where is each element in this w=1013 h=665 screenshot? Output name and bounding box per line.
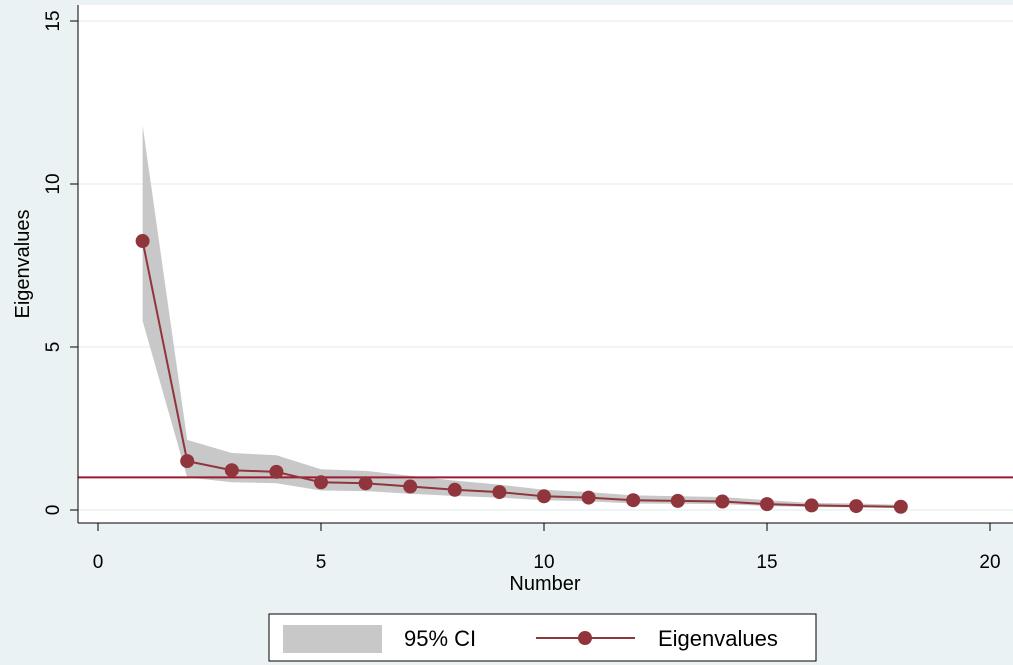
x-tick-label-1: 5: [316, 552, 327, 573]
eigenvalue-point-2: [180, 454, 195, 469]
legend-eigen-marker: [578, 631, 592, 645]
legend-eigen-label: Eigenvalues: [658, 626, 778, 651]
eigenvalue-point-18: [893, 499, 908, 514]
eigenvalue-point-15: [760, 497, 774, 512]
x-tick-label-0: 0: [93, 552, 104, 573]
y-tick-label-1: 5: [43, 342, 64, 353]
y-tick-label-2: 10: [43, 173, 64, 194]
legend: 95% CI Eigenvalues: [268, 613, 817, 662]
eigenvalue-point-17: [849, 499, 864, 514]
x-tick-label-2: 10: [533, 552, 554, 573]
eigenvalue-point-5: [314, 475, 328, 490]
eigenvalue-point-13: [670, 493, 685, 508]
eigenvalue-point-10: [537, 489, 551, 504]
eigenvalue-series-group: [135, 234, 908, 514]
x-axis-title: Number: [509, 573, 580, 595]
eigenvalue-point-6: [358, 476, 373, 491]
y-tick-label-3: 15: [43, 10, 64, 31]
y-tick-label-0: 0: [43, 505, 64, 516]
eigenvalue-line: [141, 240, 901, 508]
eigenvalue-point-3: [224, 463, 239, 478]
legend-ci-label: 95% CI: [404, 626, 476, 651]
y-ticks: 0 5 10 15: [43, 10, 78, 515]
eigenvalue-point-12: [626, 493, 641, 508]
x-ticks: 0 5 10 15 20: [93, 523, 1001, 573]
ci-band: [142, 125, 901, 509]
eigenvalue-point-4: [269, 464, 284, 479]
x-tick-label-3: 15: [756, 552, 777, 573]
eigenvalue-point-8: [447, 482, 462, 497]
eigenvalue-point-11: [581, 490, 596, 505]
x-tick-label-4: 20: [979, 552, 1000, 573]
eigenvalue-point-16: [804, 498, 819, 513]
eigenvalue-point-7: [403, 479, 418, 494]
eigenvalue-point-9: [492, 485, 507, 500]
legend-ci-swatch: [283, 625, 382, 653]
plot-area: [78, 5, 1013, 523]
axes: [77, 5, 1013, 524]
eigenvalue-point-14: [715, 494, 730, 509]
y-axis-title: Eigenvalues: [12, 210, 34, 319]
ci-band-group: [142, 125, 901, 509]
eigenvalue-point-1: [135, 234, 150, 249]
